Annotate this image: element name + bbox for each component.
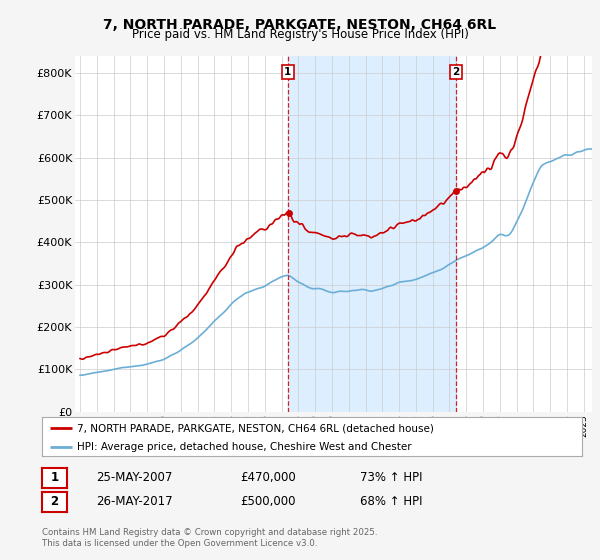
Text: 25-MAY-2007: 25-MAY-2007 bbox=[96, 471, 172, 484]
Text: £500,000: £500,000 bbox=[240, 495, 296, 508]
Text: £470,000: £470,000 bbox=[240, 471, 296, 484]
Text: 1: 1 bbox=[50, 471, 59, 484]
Text: Contains HM Land Registry data © Crown copyright and database right 2025.
This d: Contains HM Land Registry data © Crown c… bbox=[42, 528, 377, 548]
Text: 1: 1 bbox=[284, 67, 292, 77]
Text: 2: 2 bbox=[452, 67, 460, 77]
Text: 7, NORTH PARADE, PARKGATE, NESTON, CH64 6RL (detached house): 7, NORTH PARADE, PARKGATE, NESTON, CH64 … bbox=[77, 423, 434, 433]
Text: 2: 2 bbox=[50, 495, 59, 508]
Text: 73% ↑ HPI: 73% ↑ HPI bbox=[360, 471, 422, 484]
Text: 68% ↑ HPI: 68% ↑ HPI bbox=[360, 495, 422, 508]
Text: 7, NORTH PARADE, PARKGATE, NESTON, CH64 6RL: 7, NORTH PARADE, PARKGATE, NESTON, CH64 … bbox=[103, 18, 497, 32]
Text: Price paid vs. HM Land Registry's House Price Index (HPI): Price paid vs. HM Land Registry's House … bbox=[131, 28, 469, 41]
Bar bbox=[288, 56, 456, 412]
Text: HPI: Average price, detached house, Cheshire West and Chester: HPI: Average price, detached house, Ches… bbox=[77, 442, 412, 451]
Text: 26-MAY-2017: 26-MAY-2017 bbox=[96, 495, 173, 508]
